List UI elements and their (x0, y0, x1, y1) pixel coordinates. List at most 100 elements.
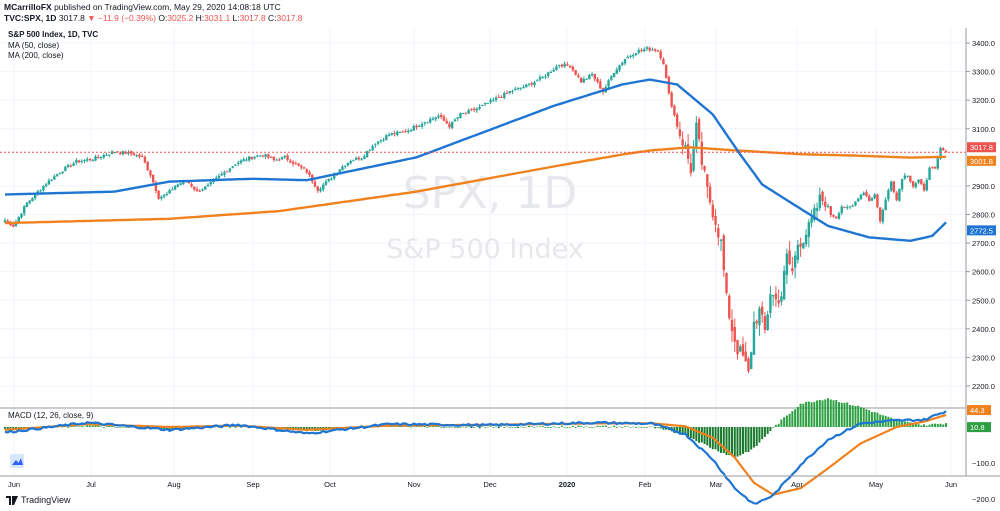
candle (659, 49, 662, 61)
macd-histogram-bar (582, 427, 585, 428)
candle (793, 251, 797, 279)
macd-histogram-bar (673, 427, 676, 434)
x-tick-label: May (869, 480, 883, 489)
candle (821, 190, 824, 206)
candle (876, 193, 879, 209)
candle-body (319, 188, 322, 192)
candle-body (404, 131, 407, 133)
candle (322, 182, 325, 192)
macd-histogram-bar (558, 427, 561, 428)
candle (448, 121, 451, 129)
candle (108, 154, 111, 158)
candle-body (36, 191, 40, 194)
macd-histogram-bar (478, 427, 481, 429)
open-value: 3025.2 (167, 13, 194, 23)
candle-body (154, 182, 158, 192)
macd-histogram-bar (506, 426, 509, 428)
tradingview-branding[interactable]: TradingView (6, 495, 71, 505)
ma200-legend[interactable]: MA (200, close) (8, 51, 64, 60)
candle (228, 167, 232, 173)
candle-body (846, 207, 849, 209)
time-axis[interactable]: Jun Jul Aug Sep Oct Nov Dec 2020 Feb Mar Apr May Jun (8, 480, 957, 489)
candle-body (867, 195, 871, 201)
macd-histogram-bar (105, 426, 108, 427)
y-tick-label: 2200.0 (972, 382, 995, 391)
candle-body (456, 117, 459, 119)
y-tick-label: 2800.0 (972, 211, 995, 220)
macd-histogram-bar (297, 427, 300, 430)
chart-title[interactable]: S&P 500 Index, 1D, TVC (8, 30, 99, 39)
candle-body (643, 49, 646, 52)
candle (519, 87, 522, 91)
candle-body (574, 70, 577, 75)
candle-body (58, 172, 62, 174)
candle (86, 157, 89, 163)
branding-text: TradingView (21, 495, 71, 505)
candle-body (629, 55, 632, 57)
candle (653, 48, 657, 53)
candle (843, 206, 846, 209)
candle-body (865, 191, 868, 196)
candle-body (190, 183, 193, 187)
candle-body (464, 112, 468, 114)
macd-histogram-bar (415, 426, 418, 427)
candle-body (236, 162, 240, 165)
candle-body (920, 179, 923, 185)
candle-body (903, 175, 907, 179)
macd-histogram-bar (835, 399, 838, 427)
candle-body (113, 152, 116, 154)
macd-histogram-bar (618, 426, 621, 428)
candle (867, 193, 871, 202)
candle (824, 196, 827, 212)
candle-body (333, 174, 336, 179)
candle (464, 112, 468, 115)
price-axis[interactable]: 3400.0 3300.0 3200.0 3100.0 2900.0 2800.0 2700… (966, 39, 995, 504)
candle (769, 286, 772, 318)
candle-body (802, 243, 805, 249)
candle (909, 175, 912, 183)
macd-histogram-bar (752, 427, 755, 448)
candle (497, 94, 501, 98)
candle-body (854, 201, 857, 206)
ma50-legend[interactable]: MA (50, close) (8, 41, 60, 50)
candle-body (692, 146, 695, 171)
macd-histogram-bar (511, 427, 514, 428)
macd-histogram-bar (931, 423, 934, 427)
macd-histogram-bar (923, 424, 926, 427)
candle-body (426, 122, 429, 124)
macd-legend[interactable]: MACD (12, 26, close, 9) (8, 411, 94, 420)
y-tick-label: 2600.0 (972, 268, 995, 277)
macd-histogram-bar (747, 427, 750, 453)
macd-histogram-bar (868, 410, 871, 427)
candle (195, 186, 199, 192)
candle (352, 159, 355, 162)
candle (895, 190, 898, 202)
candle-body (226, 171, 229, 173)
mountain-icon[interactable] (10, 454, 24, 468)
candle (291, 160, 295, 167)
publisher-name[interactable]: MCarrilloFX (4, 2, 52, 12)
candle-body (557, 65, 561, 67)
candle-body (552, 69, 555, 72)
candle-body (533, 82, 536, 86)
candle (936, 157, 939, 171)
candle (763, 312, 767, 334)
candle (113, 151, 116, 154)
macd-histogram-bar (887, 416, 890, 427)
candle-body (99, 157, 103, 159)
macd-histogram-bar (774, 424, 777, 427)
candle-body (483, 103, 487, 105)
candle (585, 78, 588, 80)
macd-histogram-bar (843, 402, 846, 427)
candle (138, 153, 141, 159)
candle-body (472, 108, 476, 110)
candle-body (379, 139, 383, 142)
candle-body (873, 194, 876, 199)
candle (258, 155, 262, 157)
candle (467, 108, 470, 115)
candle (349, 159, 352, 165)
macd-histogram-bar (456, 427, 459, 428)
candle-body (338, 169, 341, 173)
macd-histogram-bar (788, 413, 791, 427)
